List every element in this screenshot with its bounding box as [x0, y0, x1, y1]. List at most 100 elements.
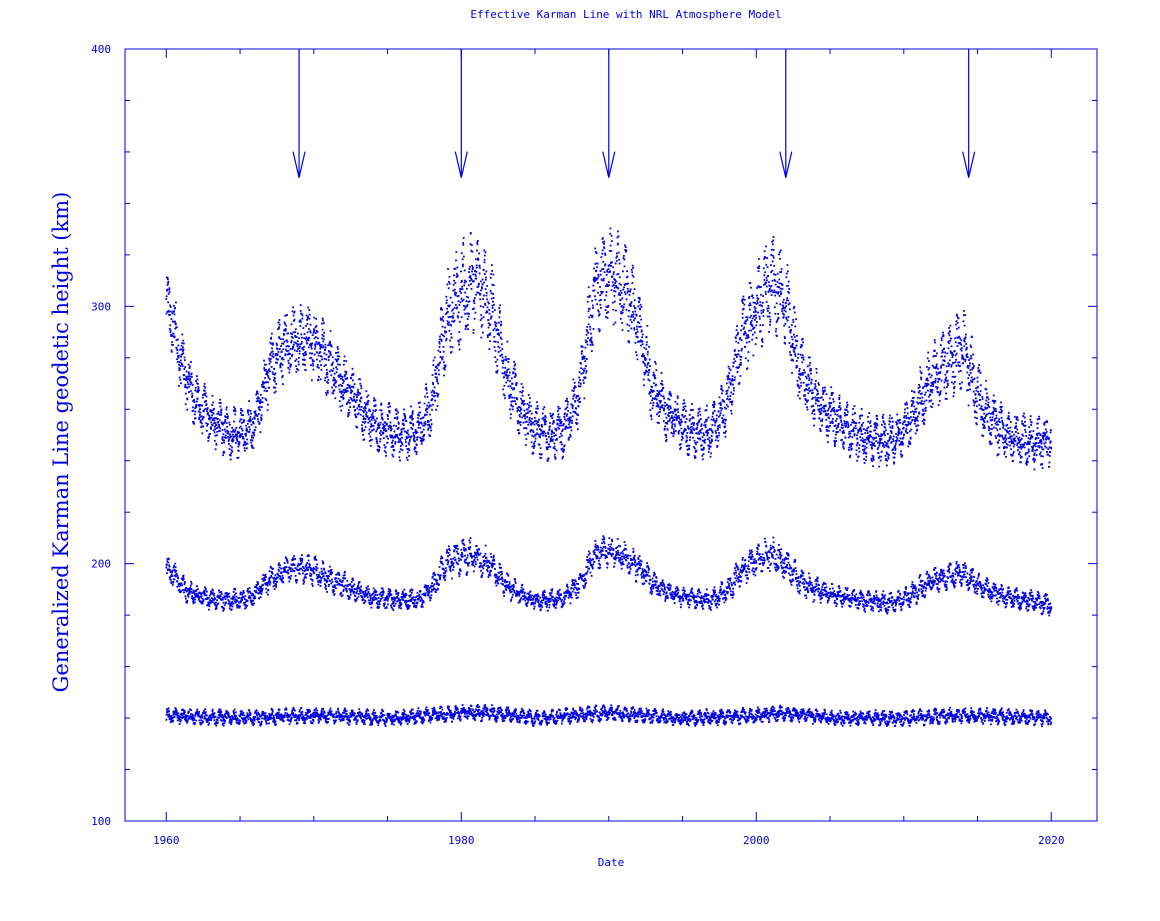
- data-point: [183, 368, 186, 370]
- data-point: [587, 332, 590, 334]
- data-point: [793, 305, 796, 308]
- data-point: [968, 384, 971, 387]
- data-point: [677, 431, 680, 434]
- data-point: [431, 398, 434, 400]
- data-point: [917, 387, 920, 390]
- data-point: [586, 300, 589, 303]
- data-point: [380, 413, 383, 416]
- data-point: [1000, 411, 1003, 414]
- data-point: [332, 392, 335, 395]
- data-point: [462, 263, 464, 266]
- data-point: [610, 234, 613, 237]
- data-point: [761, 305, 764, 308]
- data-point: [940, 365, 942, 368]
- data-point: [603, 247, 606, 250]
- data-point: [915, 410, 917, 413]
- data-point: [336, 359, 339, 362]
- data-point: [970, 354, 972, 357]
- data-point: [919, 397, 921, 400]
- data-point: [794, 355, 797, 358]
- data-point: [464, 305, 467, 308]
- data-point: [268, 387, 270, 389]
- data-point: [511, 408, 514, 411]
- data-point: [395, 413, 398, 415]
- data-point: [901, 423, 904, 425]
- data-point: [957, 364, 960, 367]
- data-point: [930, 384, 932, 387]
- data-point: [505, 381, 508, 384]
- data-point: [997, 453, 1000, 456]
- data-point: [873, 442, 876, 445]
- data-point: [443, 367, 446, 369]
- data-point: [338, 384, 340, 387]
- data-point: [532, 431, 535, 434]
- data-point: [527, 411, 530, 414]
- data-point: [251, 446, 253, 449]
- data-point: [634, 317, 636, 320]
- data-point: [862, 422, 865, 424]
- data-point: [201, 432, 204, 435]
- data-point: [535, 407, 538, 410]
- data-point: [891, 449, 894, 452]
- data-point: [310, 356, 313, 359]
- data-point: [460, 297, 463, 300]
- data-point: [228, 438, 231, 441]
- data-point: [646, 353, 649, 356]
- data-point: [947, 340, 950, 343]
- data-point: [224, 430, 227, 433]
- data-point: [474, 311, 477, 314]
- data-point: [307, 346, 310, 349]
- data-point: [566, 403, 569, 406]
- data-point: [410, 435, 413, 438]
- data-point: [613, 300, 616, 303]
- data-point: [808, 387, 810, 390]
- data-point: [752, 301, 755, 304]
- data-point: [249, 416, 252, 418]
- data-point: [387, 406, 390, 409]
- data-point: [532, 429, 534, 432]
- data-point: [831, 422, 834, 425]
- data-point: [252, 421, 255, 423]
- data-point: [758, 304, 761, 307]
- data-point: [775, 302, 778, 305]
- data-point: [336, 346, 339, 348]
- data-point: [941, 355, 943, 358]
- data-point: [377, 422, 380, 425]
- data-point: [591, 304, 594, 307]
- data-point: [724, 435, 727, 438]
- data-point: [764, 256, 767, 259]
- data-point: [850, 423, 852, 426]
- data-point: [740, 329, 743, 332]
- data-point: [434, 369, 436, 372]
- data-point: [178, 376, 181, 379]
- data-point: [285, 345, 288, 348]
- y-tick-label: 200: [91, 558, 111, 571]
- data-point: [918, 412, 920, 415]
- data-point: [485, 310, 488, 313]
- data-point: [886, 459, 888, 462]
- data-point: [928, 366, 931, 369]
- data-point: [910, 428, 913, 431]
- data-point: [897, 431, 900, 434]
- data-point: [731, 379, 734, 382]
- data-point: [876, 415, 879, 417]
- data-point: [689, 431, 692, 434]
- data-point: [212, 401, 215, 404]
- data-point: [717, 415, 720, 418]
- data-point: [768, 284, 771, 287]
- data-point: [914, 419, 917, 422]
- data-point: [207, 412, 209, 414]
- data-point: [334, 358, 337, 361]
- data-point: [892, 452, 895, 454]
- data-point: [814, 396, 817, 399]
- data-point: [895, 433, 897, 435]
- data-point: [223, 451, 226, 454]
- data-point: [733, 379, 736, 381]
- data-point: [820, 403, 823, 406]
- data-point: [245, 442, 248, 445]
- data-point: [952, 395, 955, 398]
- data-point: [869, 422, 871, 424]
- data-point: [455, 272, 458, 275]
- data-point: [215, 424, 218, 426]
- data-point: [367, 421, 370, 424]
